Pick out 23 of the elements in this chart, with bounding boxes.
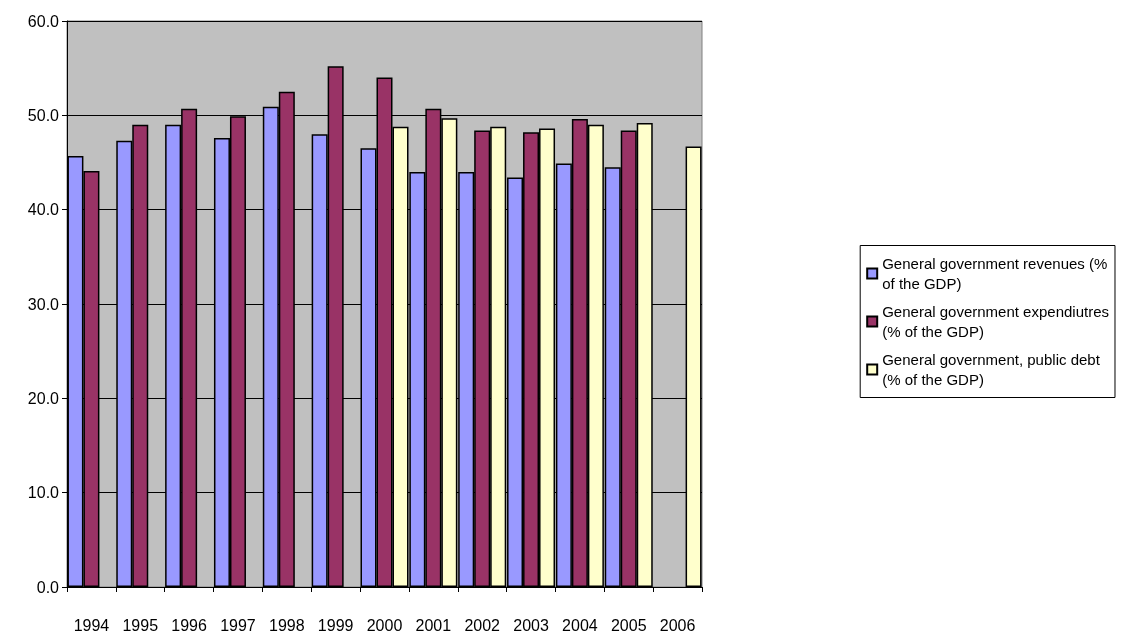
x-tick-label: 2002 [464, 616, 501, 634]
y-tick-label: 20.0 [27, 389, 60, 407]
x-tick-label: 1996 [171, 616, 208, 634]
x-tick-label: 2004 [562, 616, 598, 634]
x-tick-label: 1997 [220, 616, 256, 634]
legend-label: General government expendiutres (% of the GDP) [882, 303, 1110, 340]
x-tick-label: 2000 [366, 616, 403, 634]
x-tick-label: 1998 [269, 616, 305, 634]
y-tick-label: 50.0 [27, 106, 60, 124]
x-tick-label: 2001 [415, 616, 452, 634]
x-tick-label: 2006 [659, 616, 696, 634]
x-tick-label: 2003 [513, 616, 549, 634]
y-tick-label: 30.0 [27, 295, 60, 313]
x-tick-label: 1995 [122, 616, 159, 634]
legend-label: General government revenues (% of the GDP) [882, 255, 1108, 292]
y-tick-label: 10.0 [27, 484, 60, 502]
legend-label: General government, public debt (% of the GDP) [882, 351, 1101, 388]
x-tick-label: 1999 [317, 616, 354, 634]
y-tick-label: 40.0 [27, 201, 60, 219]
x-tick-label: 1994 [73, 616, 110, 634]
y-tick-label: 60.0 [27, 12, 60, 30]
y-tick-label: 0.0 [36, 578, 60, 596]
x-tick-label: 2005 [610, 616, 647, 634]
